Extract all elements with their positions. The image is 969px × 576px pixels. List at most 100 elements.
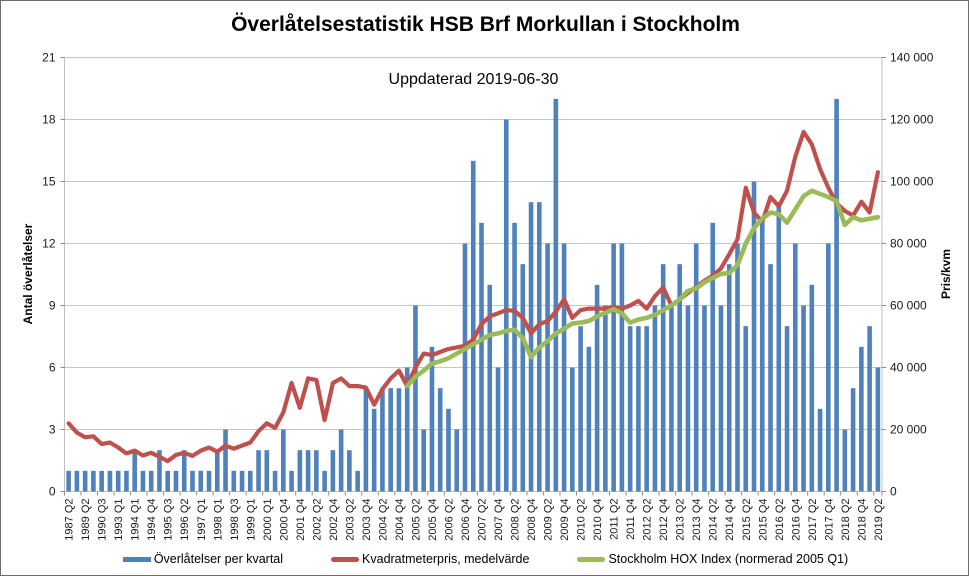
bar	[859, 346, 864, 492]
svg-text:2012 Q2: 2012 Q2	[642, 499, 654, 541]
svg-text:2003 Q2: 2003 Q2	[344, 499, 356, 541]
svg-text:2017 Q4: 2017 Q4	[823, 499, 835, 541]
bar	[223, 429, 228, 492]
svg-text:2007 Q4: 2007 Q4	[493, 499, 505, 541]
svg-text:60 000: 60 000	[890, 299, 927, 313]
bar	[479, 222, 484, 492]
svg-text:2002 Q2: 2002 Q2	[311, 499, 323, 541]
svg-text:2000 Q4: 2000 Q4	[278, 499, 290, 541]
bar	[669, 305, 674, 492]
bar	[247, 470, 253, 492]
bar	[157, 450, 162, 492]
svg-text:2006 Q4: 2006 Q4	[460, 499, 472, 541]
svg-text:0: 0	[890, 485, 897, 499]
bar	[297, 450, 303, 492]
svg-text:1995 Q3: 1995 Q3	[163, 499, 175, 541]
svg-text:2012 Q4: 2012 Q4	[658, 499, 670, 541]
bar	[289, 470, 294, 492]
svg-text:1989 Q2: 1989 Q2	[80, 499, 92, 541]
bar	[619, 243, 625, 492]
svg-text:2000 Q1: 2000 Q1	[262, 499, 274, 541]
svg-text:9: 9	[49, 299, 56, 313]
legend-item-hox: Stockholm HOX Index (normerad 2005 Q1)	[577, 552, 848, 566]
bar	[99, 470, 104, 492]
bar	[784, 326, 790, 492]
svg-text:2006 Q2: 2006 Q2	[443, 499, 455, 541]
svg-text:2007 Q2: 2007 Q2	[477, 499, 489, 541]
bar	[660, 264, 666, 492]
bar	[421, 429, 427, 492]
legend-item-price: Kvadratmeterpris, medelvärde	[331, 552, 529, 566]
svg-text:2011 Q4: 2011 Q4	[625, 499, 637, 540]
svg-text:2010 Q2: 2010 Q2	[576, 499, 588, 541]
bar	[256, 450, 261, 492]
svg-text:1997 Q1: 1997 Q1	[196, 499, 208, 541]
bar	[652, 305, 658, 492]
bar	[776, 202, 782, 492]
bar	[768, 264, 773, 492]
bar	[181, 450, 187, 492]
bar	[644, 326, 649, 492]
bar	[363, 388, 369, 492]
svg-text:2008 Q4: 2008 Q4	[526, 499, 538, 541]
bar	[404, 367, 410, 492]
bar	[198, 470, 204, 492]
bar	[603, 305, 608, 492]
bar	[545, 243, 550, 492]
bar	[462, 243, 468, 492]
svg-text:2001 Q4: 2001 Q4	[295, 499, 307, 541]
bar	[718, 305, 724, 492]
line-swatch-icon	[331, 556, 360, 562]
bar	[91, 470, 96, 492]
bar	[586, 346, 592, 492]
bar	[454, 429, 460, 492]
bar	[867, 326, 872, 492]
bar	[570, 367, 575, 492]
svg-text:18: 18	[42, 113, 56, 127]
svg-text:100 000: 100 000	[890, 175, 934, 189]
bar	[190, 470, 195, 492]
svg-text:2004 Q4: 2004 Q4	[394, 499, 406, 541]
bar	[685, 305, 691, 492]
bar	[74, 470, 80, 492]
bar	[702, 305, 707, 492]
bar	[512, 222, 517, 492]
price-line	[66, 129, 881, 464]
svg-text:2003 Q4: 2003 Q4	[361, 499, 373, 541]
svg-text:2019 Q2: 2019 Q2	[873, 499, 885, 541]
svg-text:1998 Q3: 1998 Q3	[229, 499, 241, 541]
bar	[132, 450, 137, 492]
bar	[347, 450, 352, 492]
svg-text:120 000: 120 000	[890, 113, 934, 127]
chart-subtitle: Uppdaterad 2019-06-30	[388, 71, 559, 88]
svg-text:6: 6	[49, 361, 56, 375]
bar	[743, 326, 749, 492]
bar	[446, 408, 451, 492]
svg-text:2011 Q2: 2011 Q2	[609, 499, 621, 540]
bar	[735, 243, 740, 492]
svg-text:2013 Q4: 2013 Q4	[691, 499, 703, 541]
svg-text:2009 Q2: 2009 Q2	[543, 499, 555, 541]
bar	[396, 388, 402, 492]
bar	[413, 305, 418, 492]
svg-text:2018 Q4: 2018 Q4	[856, 499, 868, 541]
bar	[627, 326, 633, 492]
svg-text:2014 Q4: 2014 Q4	[724, 499, 736, 541]
bar	[272, 470, 278, 492]
chart-title: Överlåtelsestatistik HSB Brf Morkullan i…	[231, 13, 740, 36]
svg-text:2018 Q2: 2018 Q2	[840, 499, 852, 541]
bar	[115, 470, 121, 492]
axis-ticks	[60, 57, 886, 496]
svg-text:1996 Q2: 1996 Q2	[179, 499, 191, 541]
svg-text:2004 Q2: 2004 Q2	[377, 499, 389, 541]
bar	[305, 450, 311, 492]
bar	[710, 222, 716, 492]
bar	[330, 450, 336, 492]
y-axis-right-labels: 0 20 000 40 000 60 000 80 000 100 000 120 000 1…	[890, 51, 934, 499]
bar	[355, 470, 360, 492]
legend: Överlåtelser per kvartal Kvadratmeterpri…	[1, 552, 968, 566]
svg-text:21: 21	[42, 51, 56, 65]
bar	[875, 367, 881, 492]
svg-text:140 000: 140 000	[890, 51, 934, 65]
